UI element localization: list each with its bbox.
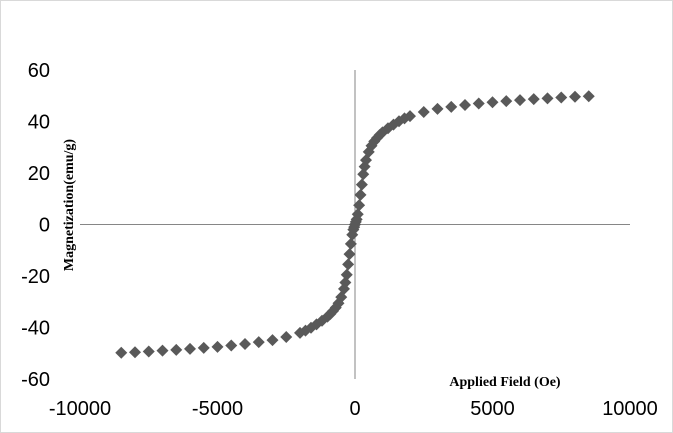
data-point [115, 346, 128, 359]
x-tick-label: -5000 [192, 398, 243, 420]
data-point [555, 91, 568, 104]
data-point [355, 178, 368, 191]
y-tick-label: -40 [21, 318, 50, 340]
data-point [342, 258, 355, 271]
data-point [129, 346, 141, 359]
data-point [197, 341, 210, 354]
data-point [514, 94, 526, 107]
data-point [351, 208, 364, 221]
y-tick-label: -60 [21, 369, 50, 391]
data-point [431, 102, 444, 115]
data-point [354, 188, 367, 201]
data-point [252, 336, 265, 349]
data-point [382, 122, 394, 135]
data-point [353, 199, 366, 212]
data-point [500, 95, 513, 108]
data-point [170, 343, 183, 356]
tick-labels-layer: 60 40 20 0 -20 -40 -60 -10000 -5000 0 5000 10000 [21, 60, 658, 420]
data-point [340, 268, 353, 281]
data-point [541, 92, 554, 105]
data-point [344, 237, 357, 250]
data-point [239, 337, 251, 350]
y-axis-label: Magnetization(emu/g) [62, 139, 77, 272]
data-point [266, 334, 279, 347]
x-axis-label: Applied Field (Oe) [449, 375, 561, 390]
data-point [225, 339, 238, 352]
data-point [357, 168, 370, 181]
data-point [472, 97, 485, 110]
x-tick-label: 10000 [602, 398, 658, 420]
data-point [211, 340, 224, 353]
x-tick-label: 0 [349, 398, 360, 420]
data-point [280, 331, 293, 344]
data-point [417, 105, 430, 118]
y-tick-label: 0 [39, 215, 50, 237]
data-point [582, 90, 595, 103]
y-tick-label: 60 [28, 60, 50, 82]
data-point [459, 99, 471, 112]
data-point [156, 344, 169, 357]
data-point [445, 100, 458, 113]
data-points-layer [115, 90, 595, 359]
data-point [142, 345, 155, 358]
data-point [184, 342, 196, 355]
data-point [339, 276, 352, 289]
x-tick-label: 5000 [470, 398, 515, 420]
x-tick-label: -10000 [49, 398, 111, 420]
y-tick-label: 20 [28, 163, 50, 185]
y-tick-label: -20 [21, 266, 50, 288]
data-point [343, 248, 356, 261]
data-point [404, 110, 416, 123]
data-point [486, 96, 499, 109]
data-point [569, 90, 581, 103]
data-point [527, 93, 540, 106]
y-tick-label: 40 [28, 112, 50, 134]
